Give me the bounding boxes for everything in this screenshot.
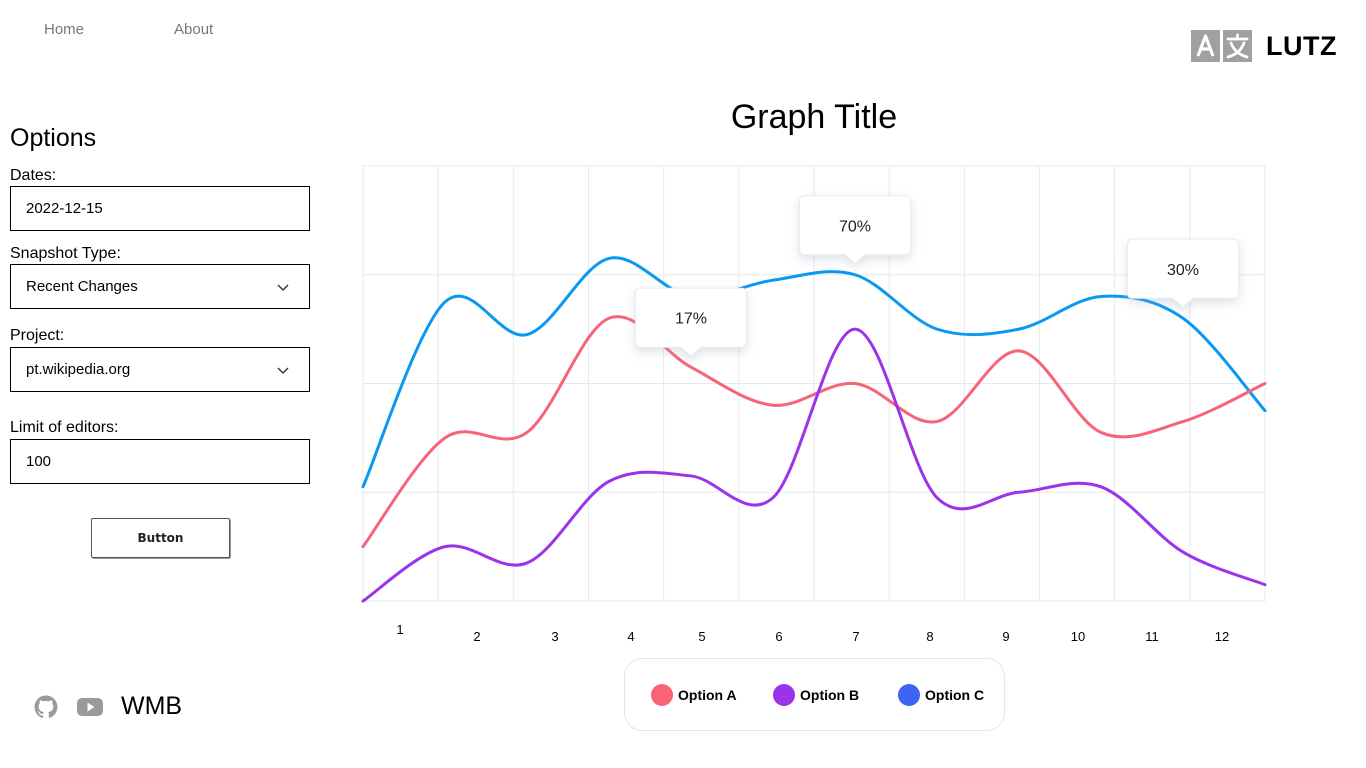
legend-label: Option B [800,687,859,703]
submit-button[interactable]: Button [91,518,230,558]
x-tick-label: 7 [852,629,859,644]
dates-label: Dates: [10,167,57,184]
dates-value: 2022-12-15 [26,200,103,217]
brand: LUTZ [1191,30,1337,62]
project-value: pt.wikipedia.org [26,361,131,378]
x-tick-label: 10 [1071,629,1085,644]
callout-box [635,287,747,357]
brand-name: LUTZ [1266,30,1337,61]
legend-label: Option C [925,687,984,703]
dates-input[interactable]: 2022-12-15 [10,186,310,231]
x-tick-label: 5 [698,629,705,644]
series-line-option-a [361,315,1267,549]
limit-editors-value: 100 [26,453,52,470]
legend-swatch [651,684,673,706]
chevron-down-icon [277,367,289,374]
data-callout: 70% [799,195,911,265]
x-tick-label: 2 [473,629,480,644]
snapshot-type-select[interactable]: Recent Changes [10,264,310,309]
translate-icon [1191,30,1252,62]
x-tick-label: 9 [1002,629,1009,644]
nav-about-link[interactable]: About [174,21,214,38]
project-select[interactable]: pt.wikipedia.org [10,347,310,392]
x-tick-label: 6 [775,629,782,644]
x-tick-label: 1 [396,622,403,637]
snapshot-type-label: Snapshot Type: [10,245,121,262]
youtube-icon[interactable] [77,697,103,717]
callout-box [1127,238,1239,308]
footer-name: WMB [121,692,183,720]
limit-editors-input[interactable]: 100 [10,439,310,484]
x-tick-label: 8 [926,629,933,644]
callout-label: 70% [839,218,871,235]
legend-item[interactable]: Option C [898,684,984,706]
series-line-option-c [361,256,1267,489]
legend-label: Option A [678,687,737,703]
limit-editors-label: Limit of editors: [10,419,119,436]
callout-label: 17% [675,311,707,328]
chart-title: Graph Title [731,98,897,136]
chart-legend: Option A Option B Option C [624,658,1005,731]
chart-x-ticks: 1 2 3 4 5 6 7 8 9 10 11 12 [396,622,1229,644]
github-icon[interactable] [34,695,58,719]
x-tick-label: 11 [1145,629,1159,644]
x-tick-label: 3 [551,629,558,644]
options-title: Options [10,124,97,152]
footer: WMB [34,692,182,721]
legend-swatch [898,684,920,706]
series-line-option-b [361,327,1267,603]
chart-series [361,256,1267,603]
data-callout: 17% [635,287,747,357]
snapshot-type-value: Recent Changes [26,278,138,295]
chevron-down-icon [277,284,289,291]
callout-box [799,195,911,265]
legend-item[interactable]: Option A [651,684,737,706]
callout-label: 30% [1167,262,1199,279]
project-label: Project: [10,327,65,344]
legend-box [624,658,1005,731]
data-callout: 30% [1127,238,1239,308]
x-tick-label: 4 [627,629,634,644]
legend-item[interactable]: Option B [773,684,859,706]
nav-home-link[interactable]: Home [44,21,85,38]
legend-swatch [773,684,795,706]
x-tick-label: 12 [1215,629,1229,644]
chart-callouts: 17% 70% 30% [635,195,1239,357]
